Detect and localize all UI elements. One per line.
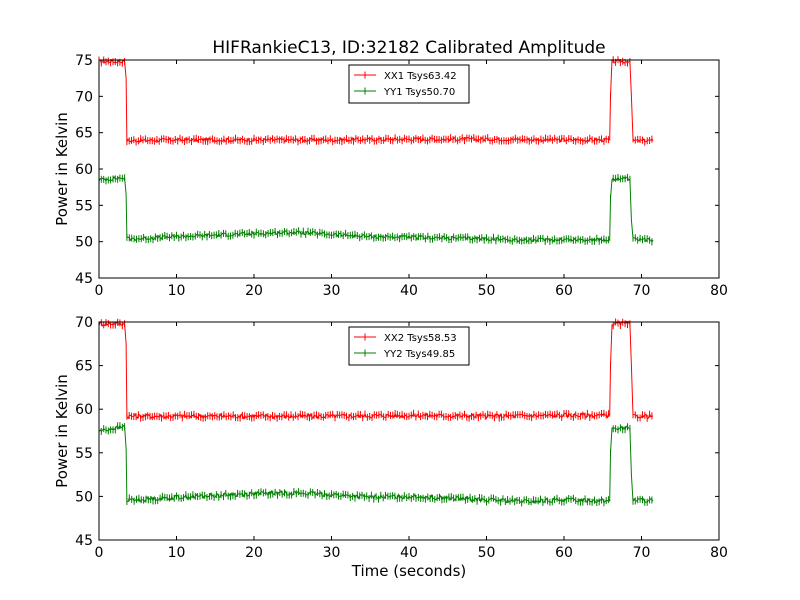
- series-line-1: [98, 320, 654, 420]
- legend-entry: XX2 Tsys58.53: [384, 333, 457, 344]
- y-tick-label: 60: [75, 162, 93, 178]
- x-tick-label: 0: [95, 283, 104, 299]
- y-tick-label: 75: [75, 53, 93, 69]
- chart-panel-1: 0 10 20 30 40 50 60 70 80 45 50 55 60 65 70 75 Power in …: [53, 38, 728, 299]
- chart-panel-2: 0 10 20 30 40 50 60 70 80 45 50 55 60 65 70 Power in Ke…: [53, 315, 728, 580]
- y-tick-label: 65: [75, 126, 93, 142]
- series-line-2: [98, 424, 654, 504]
- x-tick-label: 40: [400, 283, 418, 299]
- series-markers-2: [98, 422, 653, 507]
- legend-entry: XX1 Tsys63.42: [384, 71, 457, 82]
- x-tick-label: 0: [95, 545, 104, 561]
- y-tick-label: 45: [75, 533, 93, 549]
- y-tick-label: 45: [75, 271, 93, 287]
- y-tick-label: 70: [75, 315, 93, 331]
- x-tick-label: 30: [323, 283, 341, 299]
- y-tick-label: 50: [75, 489, 93, 505]
- y-tick-label: 70: [75, 89, 93, 105]
- y-axis-label: Power in Kelvin: [53, 374, 71, 488]
- y-tick-label: 55: [75, 198, 93, 214]
- x-tick-label: 50: [478, 283, 496, 299]
- y-tick-label: 50: [75, 235, 93, 251]
- legend-box: [348, 326, 470, 366]
- x-tick-label: 20: [245, 283, 263, 299]
- legend-box: [348, 64, 470, 104]
- legend-entry: YY1 Tsys50.70: [383, 87, 455, 98]
- legend: XX2 Tsys58.53 YY2 Tsys49.85: [348, 326, 470, 366]
- series-line-1: [98, 58, 654, 144]
- y-axis-label: Power in Kelvin: [53, 112, 71, 226]
- x-tick-label: 10: [168, 545, 186, 561]
- x-tick-label: 60: [555, 545, 573, 561]
- x-tick-label: 80: [710, 545, 728, 561]
- x-axis-label: Time (seconds): [351, 562, 467, 580]
- x-tick-label: 60: [555, 283, 573, 299]
- y-tick-label: 60: [75, 402, 93, 418]
- series-line-2: [98, 176, 654, 243]
- x-tick-label: 70: [633, 283, 651, 299]
- x-tick-label: 80: [710, 283, 728, 299]
- x-tick-label: 40: [400, 545, 418, 561]
- x-tick-label: 50: [478, 545, 496, 561]
- legend: XX1 Tsys63.42 YY1 Tsys50.70: [348, 64, 470, 104]
- x-tick-label: 10: [168, 283, 186, 299]
- y-tick-label: 65: [75, 359, 93, 375]
- x-tick-label: 30: [323, 545, 341, 561]
- x-tick-label: 20: [245, 545, 263, 561]
- y-tick-label: 55: [75, 446, 93, 462]
- x-tick-label: 70: [633, 545, 651, 561]
- legend-entry: YY2 Tsys49.85: [383, 349, 455, 360]
- chart-title: HIFRankieC13, ID:32182 Calibrated Amplit…: [212, 38, 605, 58]
- series-markers-2: [98, 173, 653, 246]
